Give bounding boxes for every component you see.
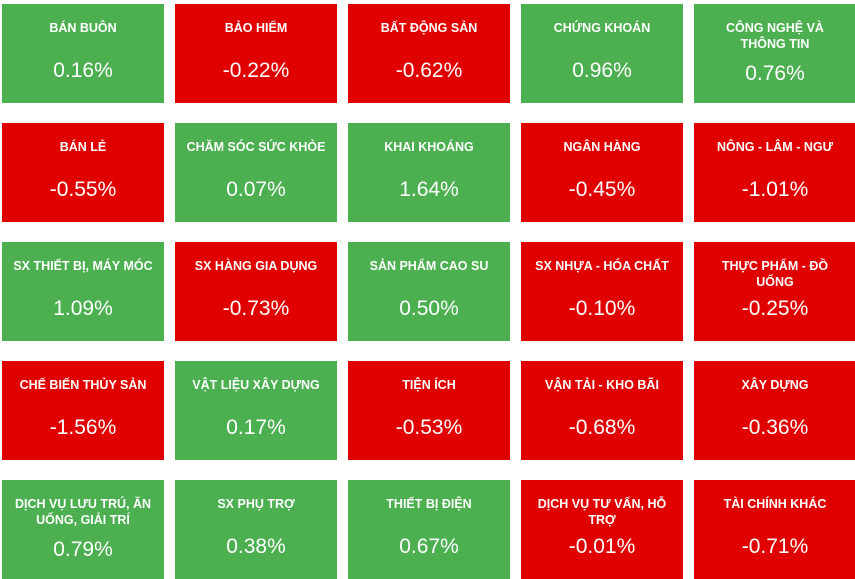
sector-name: BÁN LẺ [59, 140, 107, 154]
sector-tile[interactable]: TIỆN ÍCH -0.53% [348, 361, 510, 460]
sector-name: NÔNG - LÂM - NGƯ [717, 140, 833, 154]
sector-name: DỊCH VỤ TƯ VẤN, HỖ TRỢ [537, 497, 667, 527]
sector-change-value: 0.38% [226, 535, 286, 558]
sector-name: CÔNG NGHỆ VÀ THÔNG TIN [726, 21, 824, 51]
sector-name: SX HÀNG GIA DỤNG [194, 259, 318, 273]
sector-name: NGÂN HÀNG [563, 140, 641, 154]
sector-tile[interactable]: CÔNG NGHỆ VÀ THÔNG TIN 0.76% [694, 4, 855, 103]
sector-change-value: -0.36% [741, 416, 809, 439]
sector-tile[interactable]: SẢN PHẨM CAO SU 0.50% [348, 242, 510, 341]
sector-name: VẬT LIỆU XÂY DỰNG [192, 378, 320, 392]
sector-change-value: 0.79% [53, 538, 113, 561]
sector-name: SẢN PHẨM CAO SU [369, 259, 489, 273]
sector-name: BẤT ĐỘNG SẢN [380, 21, 478, 35]
sector-name: SX PHỤ TRỢ [217, 497, 295, 511]
sector-change-value: -1.56% [49, 416, 117, 439]
sector-change-value: 1.64% [399, 178, 459, 201]
sector-name: XÂY DỰNG [741, 378, 809, 392]
sector-tile[interactable]: DỊCH VỤ LƯU TRÚ, ĂN UỐNG, GIẢI TRÍ 0.79% [2, 480, 164, 579]
sector-name: DỊCH VỤ LƯU TRÚ, ĂN UỐNG, GIẢI TRÍ [14, 497, 152, 527]
sector-tile[interactable]: CHẾ BIẾN THỦY SẢN -1.56% [2, 361, 164, 460]
sector-name: CHỨNG KHOÁN [553, 21, 651, 35]
sector-tile[interactable]: BÁN BUÔN 0.16% [2, 4, 164, 103]
sector-tile[interactable]: THỰC PHẨM - ĐỒ UỐNG -0.25% [694, 242, 855, 341]
sector-change-value: -1.01% [741, 178, 809, 201]
sector-change-value: -0.73% [222, 297, 290, 320]
sector-heatmap-grid: BÁN BUÔN 0.16% BẢO HIỂM -0.22% BẤT ĐỘNG SẢN -… [2, 4, 855, 579]
sector-name: SX THIẾT BỊ, MÁY MÓC [13, 259, 153, 273]
sector-change-value: 0.76% [745, 62, 805, 85]
sector-tile[interactable]: KHAI KHOÁNG 1.64% [348, 123, 510, 222]
sector-change-value: -0.10% [568, 297, 636, 320]
sector-change-value: -0.22% [222, 59, 290, 82]
sector-change-value: 1.09% [53, 297, 113, 320]
sector-name: TIỆN ÍCH [402, 378, 456, 392]
sector-name: THIẾT BỊ ĐIỆN [386, 497, 472, 511]
sector-name: BÁN BUÔN [49, 21, 117, 35]
sector-change-value: 0.67% [399, 535, 459, 558]
sector-tile[interactable]: SX PHỤ TRỢ 0.38% [175, 480, 337, 579]
sector-change-value: -0.25% [741, 297, 809, 320]
sector-tile[interactable]: BẢO HIỂM -0.22% [175, 4, 337, 103]
sector-tile[interactable]: NGÂN HÀNG -0.45% [521, 123, 683, 222]
sector-change-value: -0.68% [568, 416, 636, 439]
sector-tile[interactable]: VẬN TẢI - KHO BÃI -0.68% [521, 361, 683, 460]
sector-change-value: 0.16% [53, 59, 113, 82]
sector-change-value: -0.71% [741, 535, 809, 558]
sector-name: CHẾ BIẾN THỦY SẢN [19, 378, 147, 392]
sector-tile[interactable]: SX THIẾT BỊ, MÁY MÓC 1.09% [2, 242, 164, 341]
sector-change-value: -0.01% [568, 535, 636, 558]
sector-name: TÀI CHÍNH KHÁC [723, 497, 827, 511]
sector-tile[interactable]: NÔNG - LÂM - NGƯ -1.01% [694, 123, 855, 222]
sector-tile[interactable]: BÁN LẺ -0.55% [2, 123, 164, 222]
sector-tile[interactable]: CHỨNG KHOÁN 0.96% [521, 4, 683, 103]
sector-name: CHĂM SÓC SỨC KHỎE [186, 140, 326, 154]
sector-name: BẢO HIỂM [224, 21, 288, 35]
sector-tile[interactable]: VẬT LIỆU XÂY DỰNG 0.17% [175, 361, 337, 460]
sector-tile[interactable]: DỊCH VỤ TƯ VẤN, HỖ TRỢ -0.01% [521, 480, 683, 579]
sector-change-value: 0.96% [572, 59, 632, 82]
sector-change-value: 0.50% [399, 297, 459, 320]
sector-tile[interactable]: SX NHỰA - HÓA CHẤT -0.10% [521, 242, 683, 341]
sector-name: KHAI KHOÁNG [384, 140, 474, 154]
sector-change-value: 0.17% [226, 416, 286, 439]
sector-change-value: -0.62% [395, 59, 463, 82]
sector-tile[interactable]: BẤT ĐỘNG SẢN -0.62% [348, 4, 510, 103]
sector-change-value: -0.55% [49, 178, 117, 201]
sector-change-value: -0.53% [395, 416, 463, 439]
sector-change-value: 0.07% [226, 178, 286, 201]
sector-tile[interactable]: TÀI CHÍNH KHÁC -0.71% [694, 480, 855, 579]
sector-name: THỰC PHẨM - ĐỒ UỐNG [721, 259, 829, 289]
sector-change-value: -0.45% [568, 178, 636, 201]
sector-name: VẬN TẢI - KHO BÃI [545, 378, 659, 392]
sector-tile[interactable]: XÂY DỰNG -0.36% [694, 361, 855, 460]
sector-tile[interactable]: SX HÀNG GIA DỤNG -0.73% [175, 242, 337, 341]
sector-tile[interactable]: THIẾT BỊ ĐIỆN 0.67% [348, 480, 510, 579]
sector-name: SX NHỰA - HÓA CHẤT [535, 259, 669, 273]
sector-tile[interactable]: CHĂM SÓC SỨC KHỎE 0.07% [175, 123, 337, 222]
